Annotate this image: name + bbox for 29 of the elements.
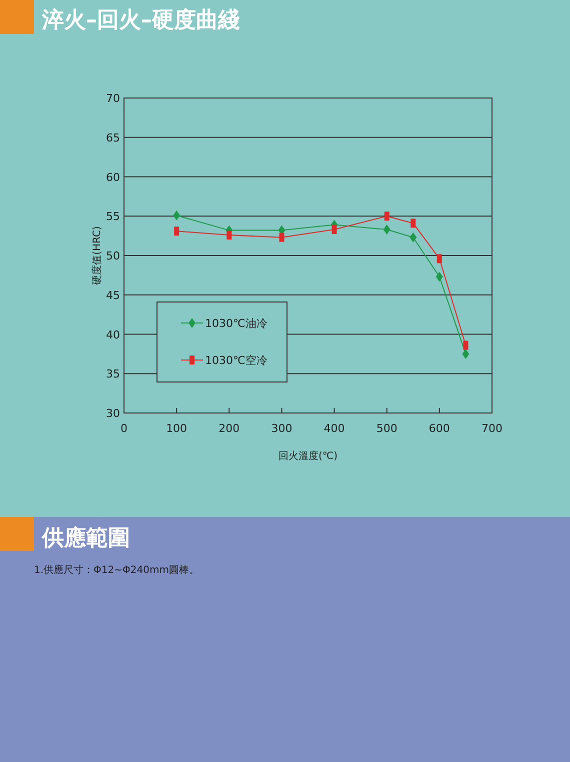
- legend-label: 1030℃空冷: [205, 354, 268, 367]
- y-tick-label: 35: [106, 368, 120, 381]
- x-tick-label: 0: [120, 422, 128, 435]
- y-tick-label: 65: [106, 131, 120, 144]
- y-tick-label: 55: [106, 210, 120, 224]
- text: 1.供應尺寸：Φ12~Φ240mm圓棒。: [34, 564, 199, 576]
- x-tick-label: 300: [271, 422, 292, 435]
- point: [436, 272, 443, 282]
- y-tick-label: 40: [106, 328, 120, 342]
- y-tick-label: 50: [106, 250, 120, 262]
- x-tick-label: 400: [324, 422, 345, 435]
- y-tick-label: 60: [106, 170, 120, 184]
- point: [462, 348, 470, 359]
- x-tick-label: 600: [428, 422, 450, 435]
- x-tick-label: 700: [482, 422, 502, 435]
- x-axis-title: 回火溫度(℃): [278, 450, 338, 462]
- legend-label: 1030℃油冷: [205, 317, 268, 330]
- x-tick-label: 200: [218, 422, 240, 435]
- text: 供應範圍: [41, 525, 130, 551]
- point: [383, 224, 390, 235]
- point: [410, 232, 417, 242]
- y-tick-label: 70: [106, 92, 120, 105]
- x-tick-label: 100: [166, 422, 188, 435]
- x-tick-label: 500: [376, 422, 398, 435]
- y-tick-label: 30: [106, 407, 120, 420]
- chart-title: 淬火–回火–硬度曲綫: [41, 7, 240, 33]
- y-tick-label: 45: [106, 288, 120, 302]
- point: [173, 210, 180, 220]
- y-axis-title: 硬度值(HRC): [91, 226, 103, 285]
